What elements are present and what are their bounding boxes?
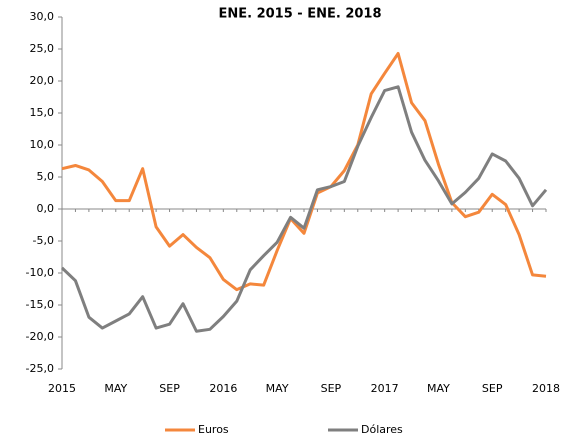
x-tick-label: SEP <box>159 382 180 395</box>
y-tick-label: -25,0 <box>26 362 54 375</box>
x-tick-label: MAY <box>104 382 127 395</box>
y-tick-label: 25,0 <box>30 42 55 55</box>
y-tick-label: 15,0 <box>30 106 55 119</box>
y-tick-label: 20,0 <box>30 74 55 87</box>
y-tick-label: 0,0 <box>37 202 55 215</box>
y-tick-label: -5,0 <box>33 234 54 247</box>
series-line <box>61 51 547 292</box>
x-tick-label: MAY <box>266 382 289 395</box>
y-tick-label: -15,0 <box>26 298 54 311</box>
x-tick-label: MAY <box>427 382 450 395</box>
x-tick-label: 2016 <box>209 382 237 395</box>
series-line <box>60 85 548 333</box>
x-tick-label: 2017 <box>371 382 399 395</box>
y-tick-label: 10,0 <box>30 138 55 151</box>
y-tick-label: 30,0 <box>30 10 55 23</box>
y-tick-label: -20,0 <box>26 330 54 343</box>
x-tick-label: 2015 <box>48 382 76 395</box>
chart-title: ENE. 2015 - ENE. 2018 <box>218 7 381 22</box>
x-tick-label: 2018 <box>532 382 560 395</box>
y-tick-label: 5,0 <box>37 170 55 183</box>
y-tick-label: -10,0 <box>26 266 54 279</box>
legend-label: Dólares <box>361 423 403 436</box>
x-tick-label: SEP <box>482 382 503 395</box>
x-tick-label: SEP <box>321 382 342 395</box>
legend-label: Euros <box>198 423 229 436</box>
